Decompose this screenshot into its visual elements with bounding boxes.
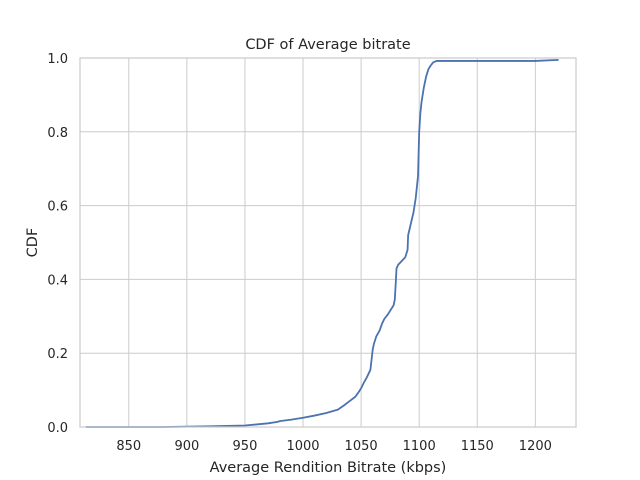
y-tick-label: 0.8 (47, 126, 68, 141)
y-tick-label: 1.0 (47, 52, 68, 67)
plot-frame (79, 57, 577, 428)
y-tick-labels: 0.0 0.2 0.4 0.6 0.8 1.0 (47, 52, 68, 436)
y-tick-label: 0.2 (47, 347, 68, 362)
y-axis-title: CDF (25, 228, 41, 258)
x-tick-label: 900 (174, 439, 199, 454)
series-layer (85, 58, 559, 428)
cdf-line (85, 58, 559, 428)
x-tick-label: 950 (233, 439, 258, 454)
x-tick-label: 1150 (461, 439, 494, 454)
x-tick-label: 1200 (519, 439, 552, 454)
chart-title: CDF of Average bitrate (245, 37, 410, 53)
y-tick-label: 0.6 (47, 200, 68, 215)
y-tick-label: 0.4 (47, 273, 68, 288)
x-tick-labels: 850 900 950 1000 1050 1100 1150 1200 (116, 439, 552, 454)
x-axis-title: Average Rendition Bitrate (kbps) (210, 460, 447, 476)
x-tick-label: 1050 (345, 439, 378, 454)
x-tick-label: 1000 (286, 439, 319, 454)
x-tick-label: 1100 (403, 439, 436, 454)
x-tick-label: 850 (116, 439, 141, 454)
y-tick-label: 0.0 (47, 421, 68, 436)
